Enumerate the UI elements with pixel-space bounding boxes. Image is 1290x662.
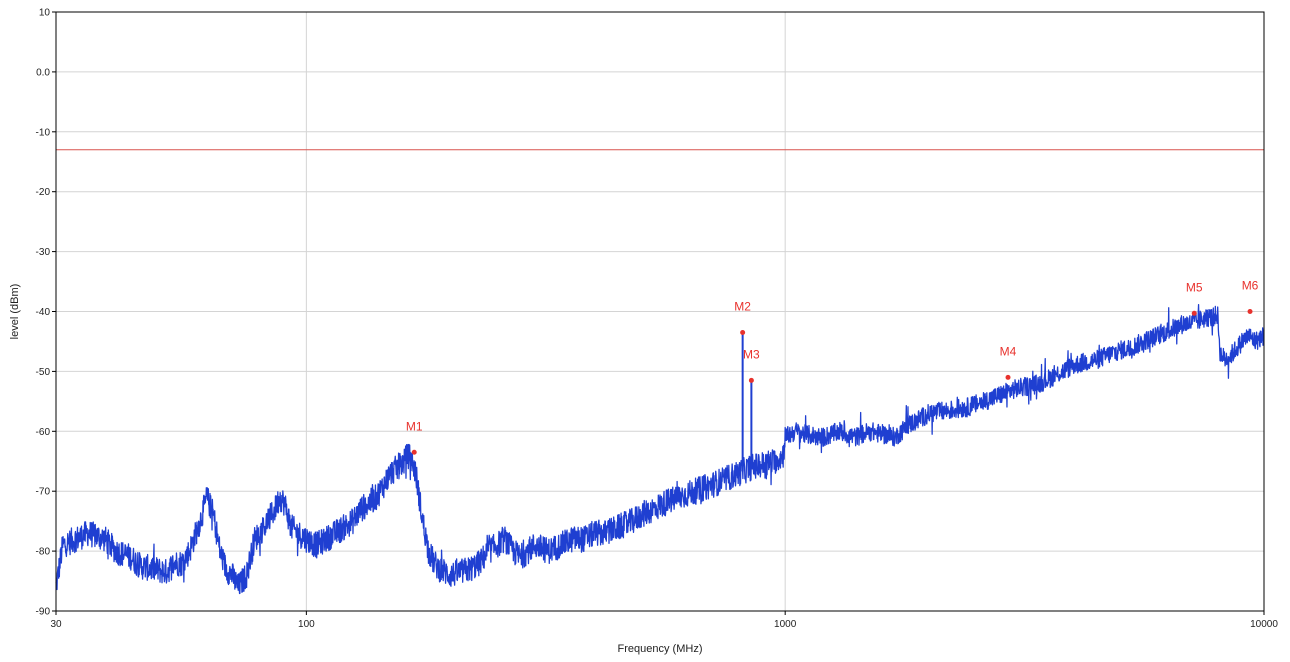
y-tick-label: -40 (36, 307, 51, 318)
y-tick-label: -90 (36, 607, 51, 618)
x-axis-ticks: 30 100 1000 10000 (50, 611, 1278, 630)
marker-label: M3 (743, 347, 760, 361)
marker-label: M6 (1242, 279, 1259, 293)
y-tick-label: 0.0 (36, 67, 50, 78)
y-tick-label: -60 (36, 427, 51, 438)
x-tick-label: 30 (50, 619, 62, 630)
marker-point (740, 329, 746, 335)
x-tick-label: 10000 (1250, 619, 1278, 630)
y-axis-label: level (dBm) (9, 284, 21, 340)
x-axis-label: Frequency (MHz) (618, 643, 703, 655)
marker-label: M2 (734, 299, 751, 313)
marker-point (1247, 309, 1253, 314)
y-tick-label: -70 (36, 487, 51, 498)
series-trace (55, 303, 1265, 595)
x-tick-label: 100 (298, 619, 315, 630)
y-tick-label: -50 (36, 367, 51, 378)
marker-label: M4 (1000, 344, 1017, 358)
y-tick-label: -80 (36, 547, 51, 558)
marker-point (411, 449, 417, 455)
y-axis-ticks: 10 0.0 -10 -20 -30 -40 -50 -60 -70 -80 -90 (36, 8, 56, 618)
y-tick-label: -30 (36, 247, 51, 258)
y-tick-label: 10 (39, 8, 51, 19)
marker-point (1191, 310, 1197, 316)
x-tick-label: 1000 (774, 619, 797, 630)
marker-label: M5 (1186, 280, 1203, 294)
y-tick-label: -10 (36, 127, 51, 138)
y-tick-label: -20 (36, 187, 51, 198)
marker-point (1005, 374, 1011, 380)
marker-point (748, 377, 754, 383)
series-line (55, 303, 1265, 595)
markers: M1 M2 M3 M4 M5 M6 (406, 279, 1259, 455)
marker-label: M1 (406, 419, 423, 433)
